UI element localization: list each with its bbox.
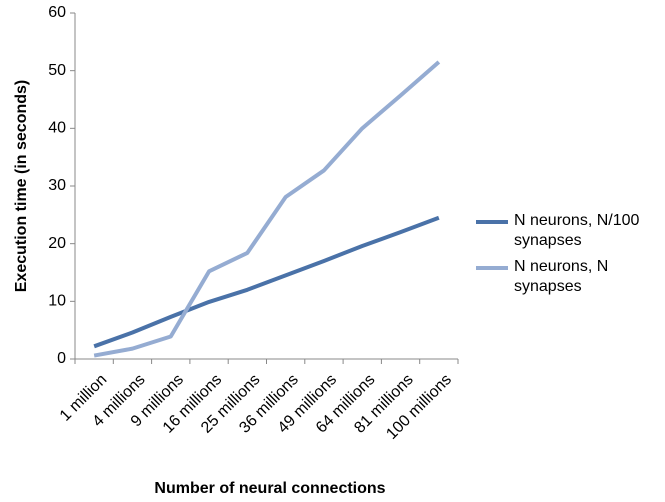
series-line (93, 215, 440, 349)
y-tick-label: 60 (48, 4, 66, 21)
y-tick-label: 20 (48, 235, 66, 252)
legend-swatch (476, 266, 508, 270)
y-tick-label: 30 (48, 177, 66, 194)
legend-label: N neurons, N/100 synapses (514, 212, 640, 249)
legend-swatch (476, 220, 508, 224)
legend-label: N neurons, N synapses (514, 258, 609, 295)
y-tick-label: 50 (48, 62, 66, 79)
y-axis-title: Execution time (in seconds) (13, 80, 30, 292)
y-tick-label: 40 (48, 120, 66, 137)
x-axis-title: Number of neural connections (154, 480, 385, 497)
legend-item: N neurons, N synapses (476, 257, 662, 297)
y-tick-label: 10 (48, 293, 66, 310)
legend-item: N neurons, N/100 synapses (476, 211, 662, 251)
series-line (93, 60, 441, 358)
y-tick-label: 0 (57, 350, 66, 367)
